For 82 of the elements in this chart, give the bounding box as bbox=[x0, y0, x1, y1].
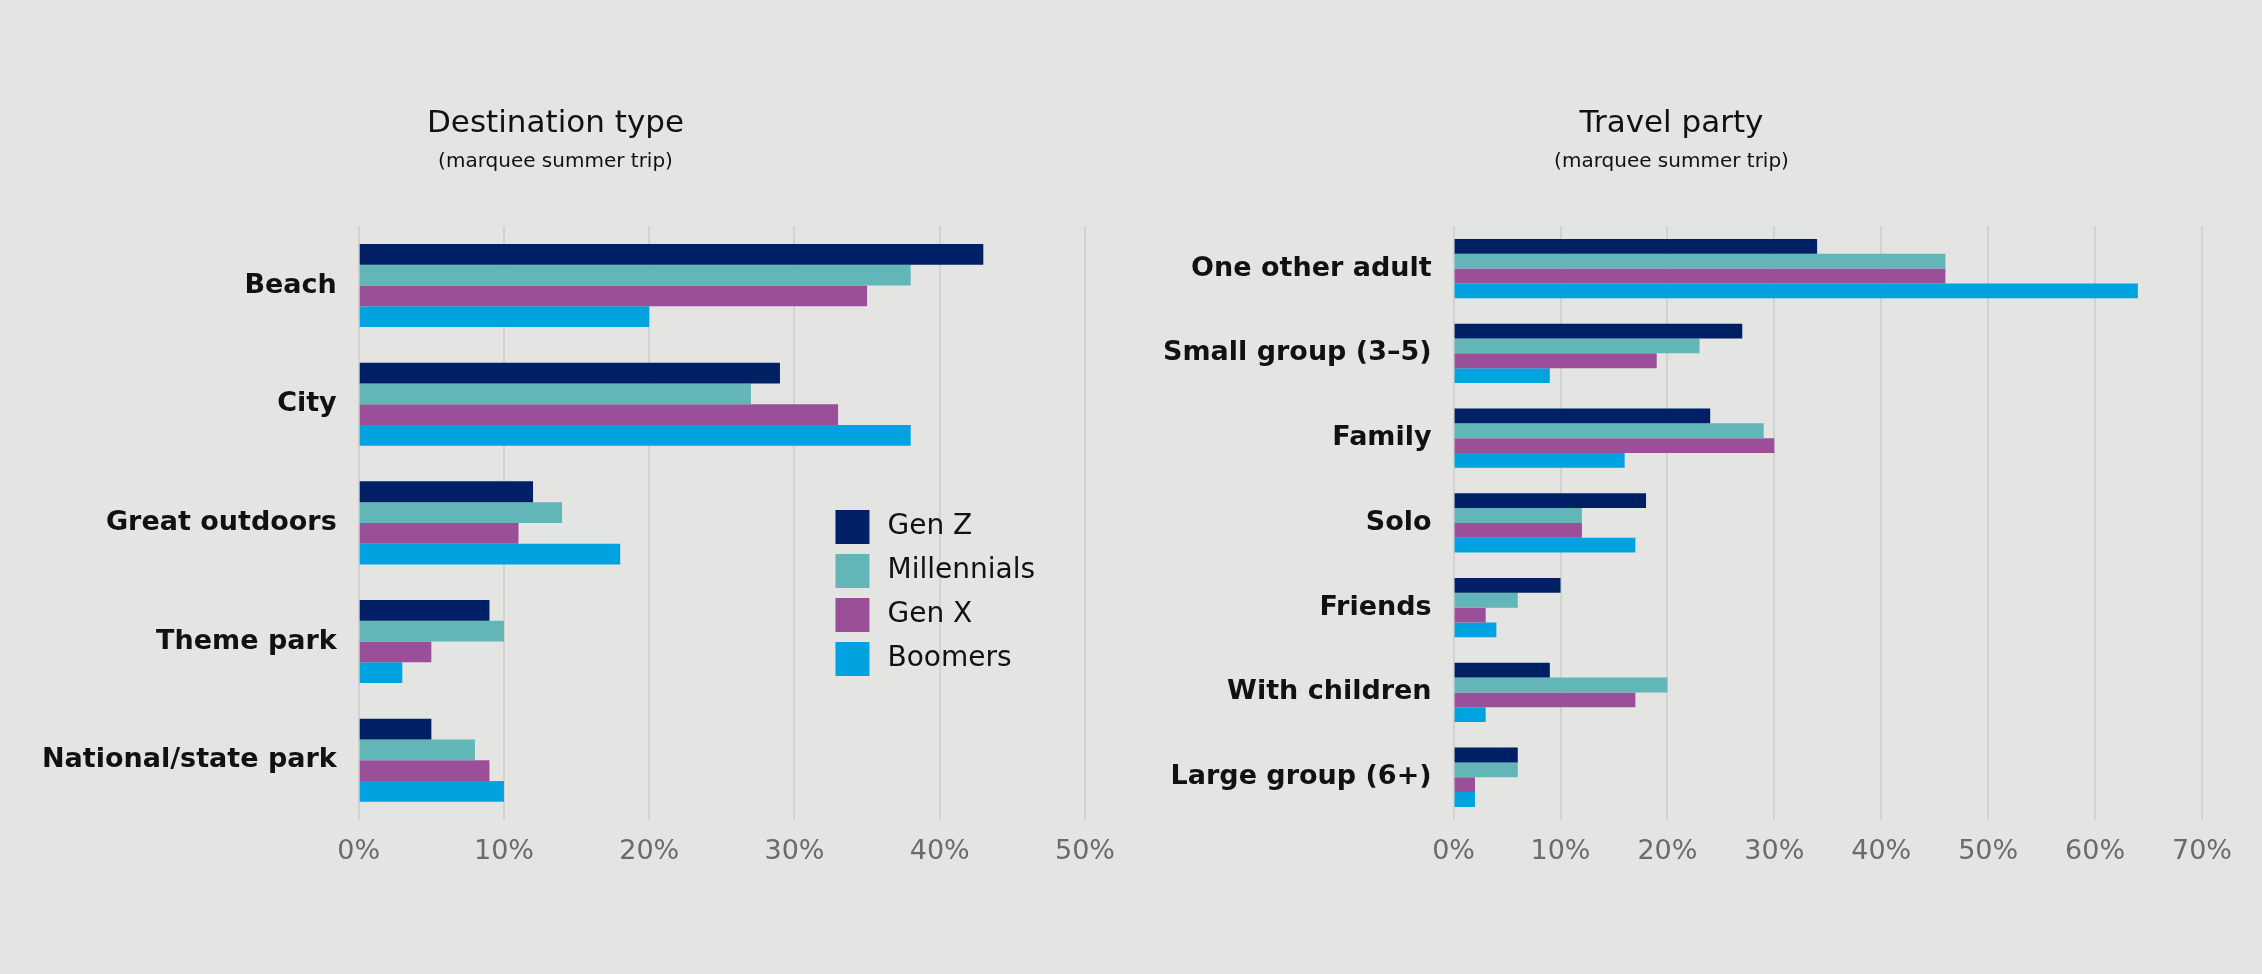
bar bbox=[1454, 493, 1647, 509]
bar bbox=[1454, 338, 1700, 354]
bar bbox=[1454, 692, 1636, 708]
y-tick-label: One other adult bbox=[1191, 250, 1432, 282]
bar bbox=[1454, 792, 1475, 807]
x-tick-label: 20% bbox=[1637, 833, 1698, 865]
bar bbox=[1454, 747, 1518, 763]
bar bbox=[1454, 777, 1475, 793]
bar bbox=[359, 600, 490, 621]
bar bbox=[1454, 522, 1582, 538]
x-tick-label: 0% bbox=[1432, 833, 1476, 865]
bar bbox=[1454, 762, 1518, 778]
bar bbox=[359, 543, 621, 565]
x-tick-label: 10% bbox=[473, 833, 534, 865]
legend-label: Gen Z bbox=[887, 508, 973, 542]
bar bbox=[359, 620, 504, 642]
bar bbox=[1454, 323, 1743, 339]
x-tick-label: 50% bbox=[1958, 833, 2019, 865]
y-tick-label: Small group (3–5) bbox=[1162, 335, 1432, 367]
x-tick-label: 10% bbox=[1530, 833, 1591, 865]
bar bbox=[359, 502, 563, 523]
bar bbox=[1454, 238, 1818, 254]
bar bbox=[1454, 707, 1486, 723]
chart-title: Destination type bbox=[427, 102, 684, 139]
bar bbox=[359, 481, 534, 503]
bar bbox=[1454, 622, 1497, 638]
bar bbox=[359, 522, 519, 544]
y-tick-label: National/state park bbox=[41, 742, 338, 774]
y-tick-label: Solo bbox=[1365, 504, 1432, 536]
legend-label: Millennials bbox=[887, 552, 1036, 586]
bar bbox=[359, 641, 432, 663]
bar bbox=[1454, 508, 1582, 523]
chart-subtitle: (marquee summer trip) bbox=[1554, 148, 1789, 173]
bar bbox=[1454, 408, 1711, 424]
bar bbox=[1454, 368, 1550, 384]
y-tick-label: Family bbox=[1332, 420, 1432, 452]
bar bbox=[359, 285, 868, 307]
bar bbox=[359, 306, 650, 328]
bar bbox=[1454, 537, 1636, 553]
x-tick-label: 70% bbox=[2171, 833, 2233, 865]
y-tick-label: Large group (6+) bbox=[1170, 759, 1432, 791]
bar bbox=[359, 662, 403, 684]
x-tick-label: 50% bbox=[1054, 833, 1115, 865]
bar bbox=[359, 383, 751, 405]
bar bbox=[359, 739, 475, 761]
bar bbox=[359, 244, 984, 265]
bar bbox=[359, 760, 490, 782]
bar bbox=[1454, 283, 2138, 299]
bar bbox=[1454, 253, 1946, 269]
y-tick-label: Beach bbox=[244, 267, 337, 299]
x-tick-label: 30% bbox=[1744, 833, 1805, 865]
y-tick-label: City bbox=[277, 386, 338, 418]
chart-subtitle: (marquee summer trip) bbox=[438, 148, 673, 173]
bar bbox=[1454, 268, 1946, 284]
legend-label: Gen X bbox=[887, 596, 973, 630]
bar bbox=[359, 264, 911, 286]
x-tick-label: 40% bbox=[909, 833, 970, 865]
y-tick-label: Great outdoors bbox=[105, 504, 337, 536]
bar bbox=[359, 424, 911, 446]
bar bbox=[1454, 353, 1657, 369]
bar bbox=[1454, 677, 1668, 693]
x-tick-label: 60% bbox=[2065, 833, 2126, 865]
x-tick-label: 20% bbox=[619, 833, 680, 865]
chart-title: Travel party bbox=[1578, 102, 1764, 139]
bar bbox=[359, 362, 780, 384]
x-tick-label: 30% bbox=[764, 833, 825, 865]
x-tick-label: 0% bbox=[337, 833, 381, 865]
bar bbox=[1454, 438, 1775, 453]
bar bbox=[1454, 592, 1518, 608]
bar bbox=[1454, 662, 1550, 678]
bar bbox=[359, 404, 839, 425]
bar bbox=[359, 781, 504, 802]
x-tick-label: 40% bbox=[1851, 833, 1912, 865]
bar bbox=[1454, 607, 1486, 623]
bar bbox=[1454, 423, 1764, 439]
y-tick-label: With children bbox=[1227, 674, 1432, 706]
y-tick-label: Friends bbox=[1319, 589, 1432, 621]
bar bbox=[1454, 578, 1561, 593]
y-tick-label: Theme park bbox=[156, 623, 338, 655]
bar bbox=[359, 718, 432, 740]
bar bbox=[1454, 452, 1625, 468]
legend-label: Boomers bbox=[887, 640, 1012, 674]
